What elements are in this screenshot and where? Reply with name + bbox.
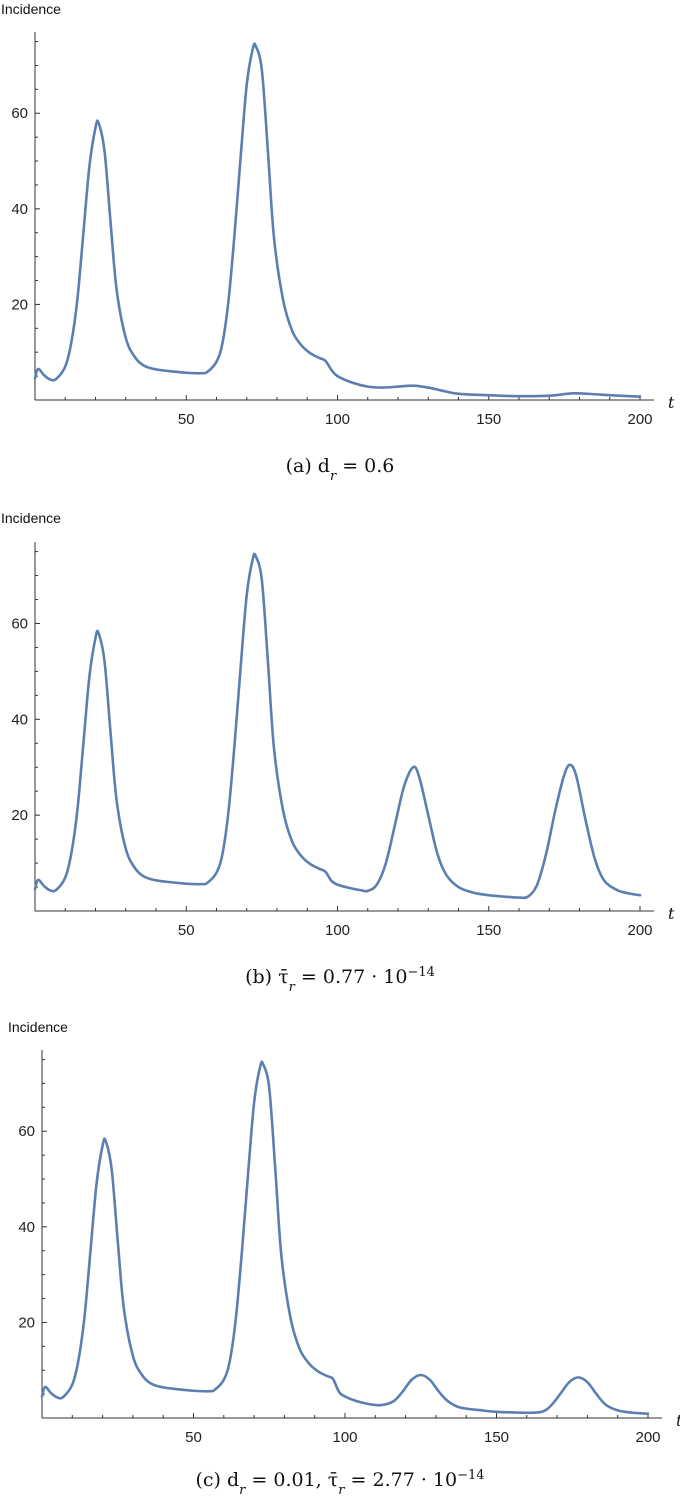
panel-caption: (b) τ̄r = 0.77 · 10−14 [245,965,435,995]
x-tick-label: 200 [635,1429,660,1446]
x-tick-label: 200 [627,922,652,939]
chart-panel-1: 50 100 150 200 20 40 60 Incidence t (a) dr = 0.6 [1,1,675,484]
x-axis-label: t [668,904,675,923]
chart-panel-3: 50 100 150 200 20 40 60 Incidence t (c) dr = 0.01… [8,1019,680,1498]
y-tick-label: 20 [11,296,28,313]
incidence-series-line [40,1060,650,1415]
incidence-series-line [33,552,642,900]
y-tick-label: 40 [18,1219,35,1236]
y-tick-label: 20 [11,807,28,824]
y-axis-label: Incidence [8,1019,68,1035]
x-axis-label: t [668,393,675,412]
chart-panel-2: 50 100 150 200 20 40 60 Incidence t (b) τ̄r = 0.7… [1,510,675,995]
x-tick-label: 50 [178,922,195,939]
y-tick-label: 60 [11,615,28,632]
y-tick-label: 40 [11,201,28,218]
y-tick-label: 40 [11,711,28,728]
x-tick-label: 100 [332,1429,357,1446]
x-tick-label: 50 [185,1429,202,1446]
incidence-series-line [33,42,642,398]
x-tick-label: 150 [476,922,501,939]
panel-caption: (c) dr = 0.01, τ̄r = 2.77 · 10−14 [195,1468,484,1498]
x-tick-label: 150 [476,411,501,428]
y-tick-label: 60 [11,105,28,122]
panel-caption: (a) dr = 0.6 [286,455,395,484]
x-tick-label: 200 [627,411,652,428]
x-axis-label: t [676,1411,680,1430]
x-tick-label: 50 [178,411,195,428]
x-tick-label: 100 [325,411,350,428]
y-tick-label: 60 [18,1123,35,1140]
y-axis-label: Incidence [1,510,61,526]
x-tick-label: 100 [325,922,350,939]
x-tick-label: 150 [484,1429,509,1446]
y-axis-label: Incidence [1,1,61,17]
y-tick-label: 20 [18,1314,35,1331]
